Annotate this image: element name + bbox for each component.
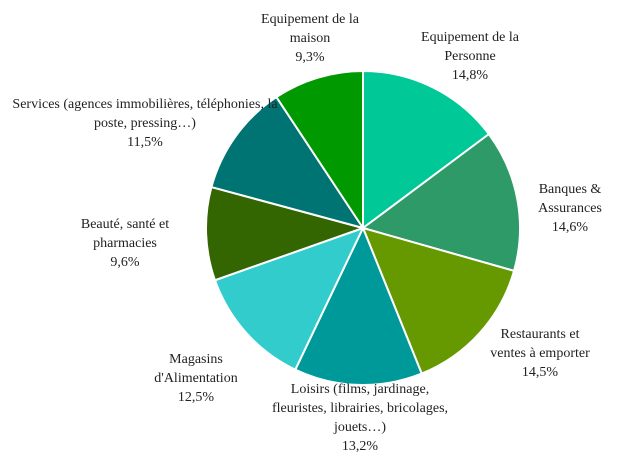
value-label: 14,5% (521, 365, 559, 380)
category-name: Equipement de la Personne (421, 30, 519, 64)
category-name: Banques & Assurances (538, 182, 602, 216)
slice-label: Services (agences immobilières, téléphon… (9, 95, 281, 152)
slice-label: Beauté, santé et pharmacies 9,6% (65, 215, 185, 272)
value-label: 14,8% (451, 68, 489, 83)
value-label: 9,3% (295, 50, 325, 65)
slice-label: Restaurants et ventes à emporter 14,5% (488, 325, 592, 382)
slice-label: Equipement de la Personne 14,8% (415, 28, 525, 85)
pie-slice (293, 225, 424, 386)
value-label: 13,2% (341, 439, 379, 454)
pie-slice (213, 226, 365, 371)
pie-slice (275, 69, 364, 232)
slice-label: Equipement de la maison 9,3% (258, 10, 362, 67)
slice-label: Magasins d'Alimentation 12,5% (144, 350, 248, 407)
value-label: 14,6% (551, 220, 589, 235)
slice-label: Loisirs (films, jardinage, fleuristes, l… (265, 380, 455, 456)
value-label: 11,5% (127, 135, 163, 150)
slice-label: Banques & Assurances 14,6% (525, 180, 615, 237)
value-label: 9,6% (110, 255, 140, 270)
category-name: Restaurants et ventes à emporter (490, 327, 590, 361)
category-name: Loisirs (films, jardinage, fleuristes, l… (271, 382, 449, 435)
pie-slice (210, 95, 366, 230)
category-name: Beauté, santé et pharmacies (80, 217, 170, 251)
pie-slice (362, 69, 491, 230)
category-name: Magasins d'Alimentation (154, 352, 238, 386)
pie-slice (205, 185, 367, 282)
category-name: Services (agences immobilières, téléphon… (12, 97, 278, 131)
pie-slice (360, 132, 521, 273)
pie-slice (361, 226, 516, 375)
category-name: Equipement de la maison (261, 12, 359, 46)
value-label: 12,5% (177, 390, 215, 405)
